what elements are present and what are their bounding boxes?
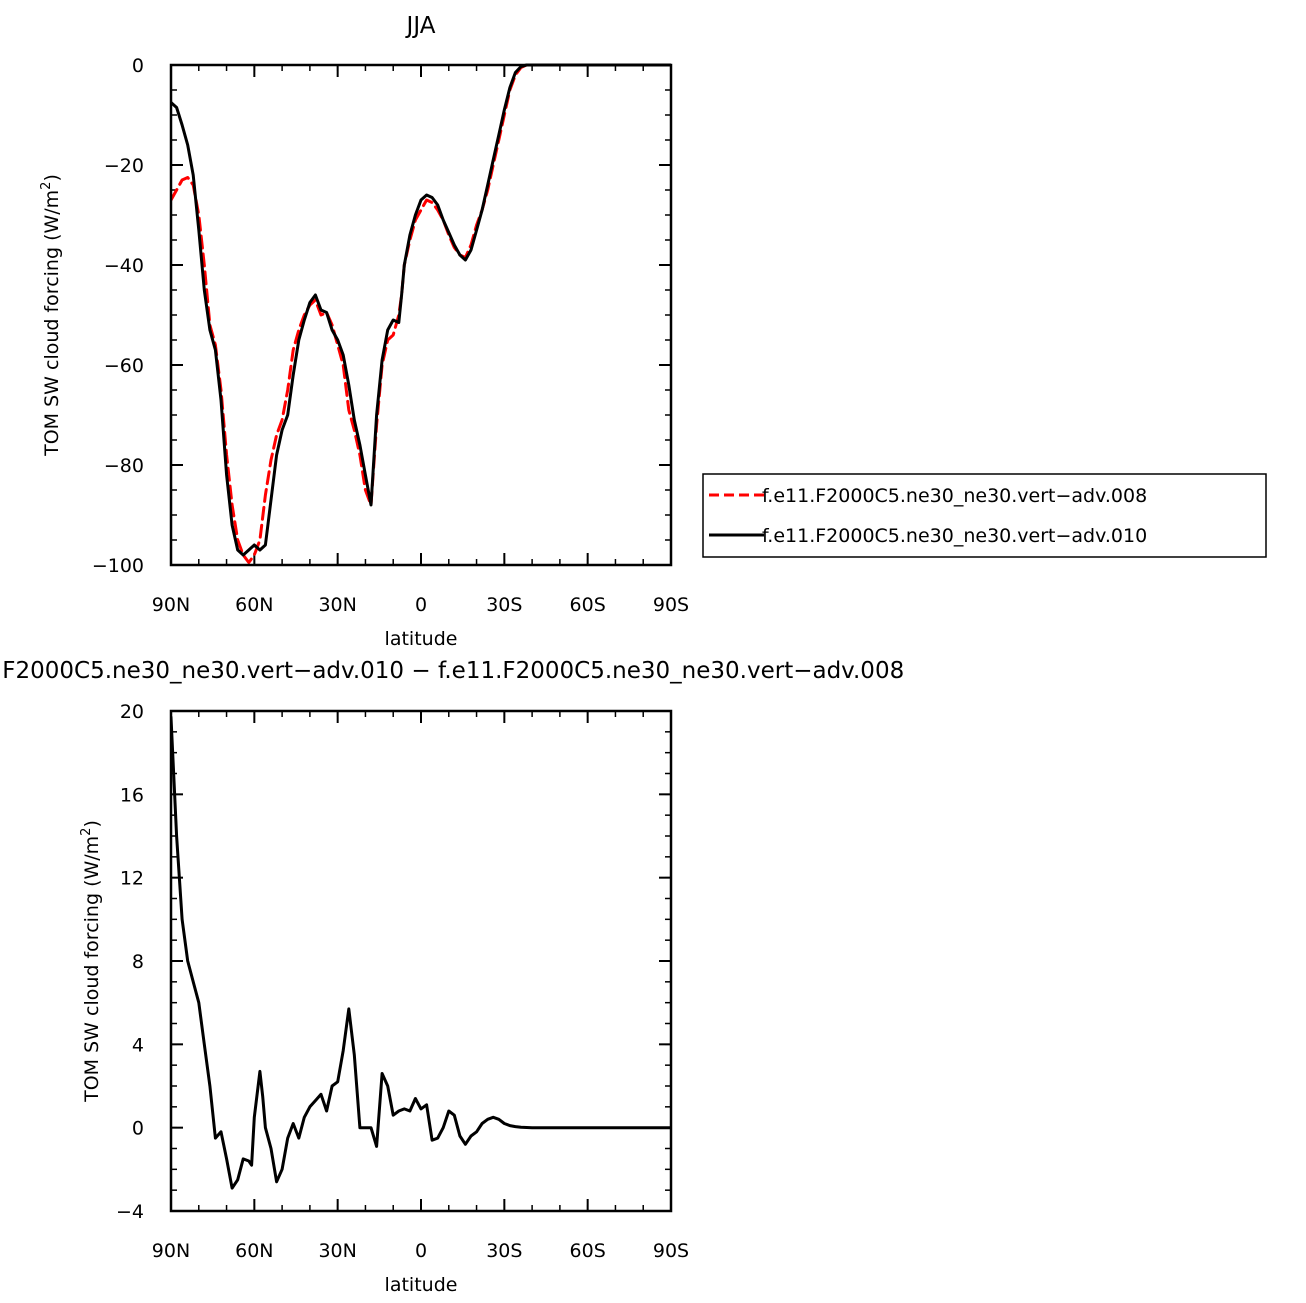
y-axis-label-superscript: 2: [39, 182, 54, 190]
x-tick-label: 0: [415, 594, 427, 616]
legend: f.e11.F2000C5.ne30_ne30.vert−adv.008 f.e1…: [702, 473, 1267, 558]
y-axis-label-main: TOM SW cloud forcing (W/m: [81, 836, 103, 1103]
chart-title: JJA: [405, 13, 436, 39]
y-tick-label: 16: [120, 784, 144, 806]
y-tick-label: 4: [132, 1034, 144, 1056]
x-tick-label: 60N: [235, 594, 273, 616]
y-axis-label-superscript: 2: [79, 828, 94, 836]
y-tick-label: 8: [132, 951, 144, 973]
chart-title: f.e11.F2000C5.ne30_ne30.vert−adv.010 − f…: [0, 658, 904, 684]
plot-frame: [169, 63, 673, 567]
y-tick-label: 0: [132, 55, 144, 77]
legend-box: [702, 473, 1267, 558]
x-tick-label: 90N: [152, 594, 190, 616]
y-tick-label: −60: [104, 355, 144, 377]
x-tick-label: 30N: [318, 594, 356, 616]
x-tick-label: 30S: [486, 594, 522, 616]
x-tick-label: 60N: [235, 1240, 273, 1262]
x-tick-label: 0: [415, 1240, 427, 1262]
series-line-0: [171, 715, 671, 1190]
x-tick-label: 30N: [318, 1240, 356, 1262]
x-tick-label: 60S: [570, 594, 606, 616]
y-tick-label: 12: [120, 868, 144, 890]
plot-frame: [169, 709, 673, 1213]
y-axis-label: TOM SW cloud forcing (W/m2): [79, 820, 103, 1103]
y-axis-label-close: ): [81, 820, 103, 827]
x-tick-label: 30S: [486, 1240, 522, 1262]
y-tick-label: −4: [116, 1201, 144, 1223]
legend-label-0: f.e11.F2000C5.ne30_ne30.vert−adv.008: [762, 485, 1147, 507]
x-axis-label: latitude: [385, 628, 458, 650]
y-axis-label-main: TOM SW cloud forcing (W/m: [41, 190, 63, 457]
x-tick-label: 90S: [653, 1240, 689, 1262]
y-tick-label: 0: [132, 1118, 144, 1140]
y-tick-label: −40: [104, 255, 144, 277]
difference-chart: f.e11.F2000C5.ne30_ne30.vert−adv.010 − f…: [0, 658, 904, 1296]
x-tick-label: 90N: [152, 1240, 190, 1262]
y-tick-label: −100: [92, 555, 144, 577]
x-tick-label: 60S: [570, 1240, 606, 1262]
y-axis-label-close: ): [41, 174, 63, 181]
y-tick-label: 20: [120, 701, 144, 723]
y-tick-label: −80: [104, 455, 144, 477]
x-axis-label: latitude: [385, 1274, 458, 1296]
legend-label-1: f.e11.F2000C5.ne30_ne30.vert−adv.010: [762, 525, 1147, 547]
series-group: [171, 715, 671, 1190]
y-axis-label: TOM SW cloud forcing (W/m2): [39, 174, 63, 457]
y-tick-label: −20: [104, 155, 144, 177]
top-chart: JJA 90N 60N 30N 0 30S 60S 90S 0 −20 −40 −60 −80 −100 l…: [39, 13, 689, 650]
x-tick-label: 90S: [653, 594, 689, 616]
